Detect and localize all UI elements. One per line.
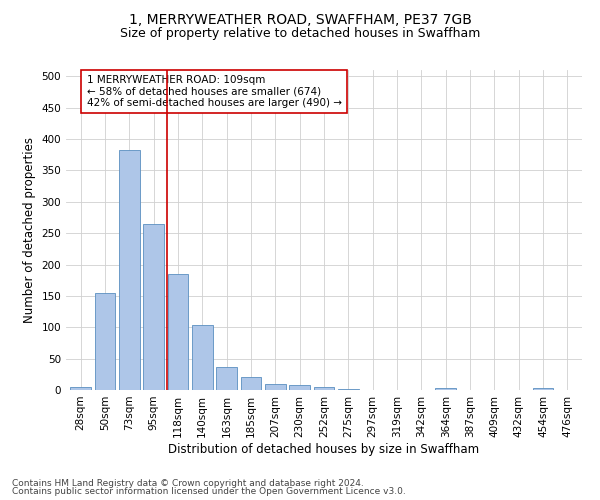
Text: Contains HM Land Registry data © Crown copyright and database right 2024.: Contains HM Land Registry data © Crown c… — [12, 478, 364, 488]
Text: Size of property relative to detached houses in Swaffham: Size of property relative to detached ho… — [120, 28, 480, 40]
Bar — [533, 388, 553, 390]
Bar — [143, 224, 164, 390]
Bar — [241, 378, 262, 390]
Bar — [314, 387, 334, 390]
Bar — [167, 274, 188, 390]
Bar — [289, 385, 310, 390]
Text: 1, MERRYWEATHER ROAD, SWAFFHAM, PE37 7GB: 1, MERRYWEATHER ROAD, SWAFFHAM, PE37 7GB — [128, 12, 472, 26]
X-axis label: Distribution of detached houses by size in Swaffham: Distribution of detached houses by size … — [169, 442, 479, 456]
Bar — [436, 388, 456, 390]
Bar — [192, 326, 212, 390]
Text: 1 MERRYWEATHER ROAD: 109sqm
← 58% of detached houses are smaller (674)
42% of se: 1 MERRYWEATHER ROAD: 109sqm ← 58% of det… — [86, 75, 341, 108]
Text: Contains public sector information licensed under the Open Government Licence v3: Contains public sector information licen… — [12, 487, 406, 496]
Bar — [70, 387, 91, 390]
Bar — [95, 292, 115, 390]
Bar — [265, 384, 286, 390]
Bar — [119, 150, 140, 390]
Y-axis label: Number of detached properties: Number of detached properties — [23, 137, 36, 323]
Bar — [216, 368, 237, 390]
Bar — [338, 388, 359, 390]
